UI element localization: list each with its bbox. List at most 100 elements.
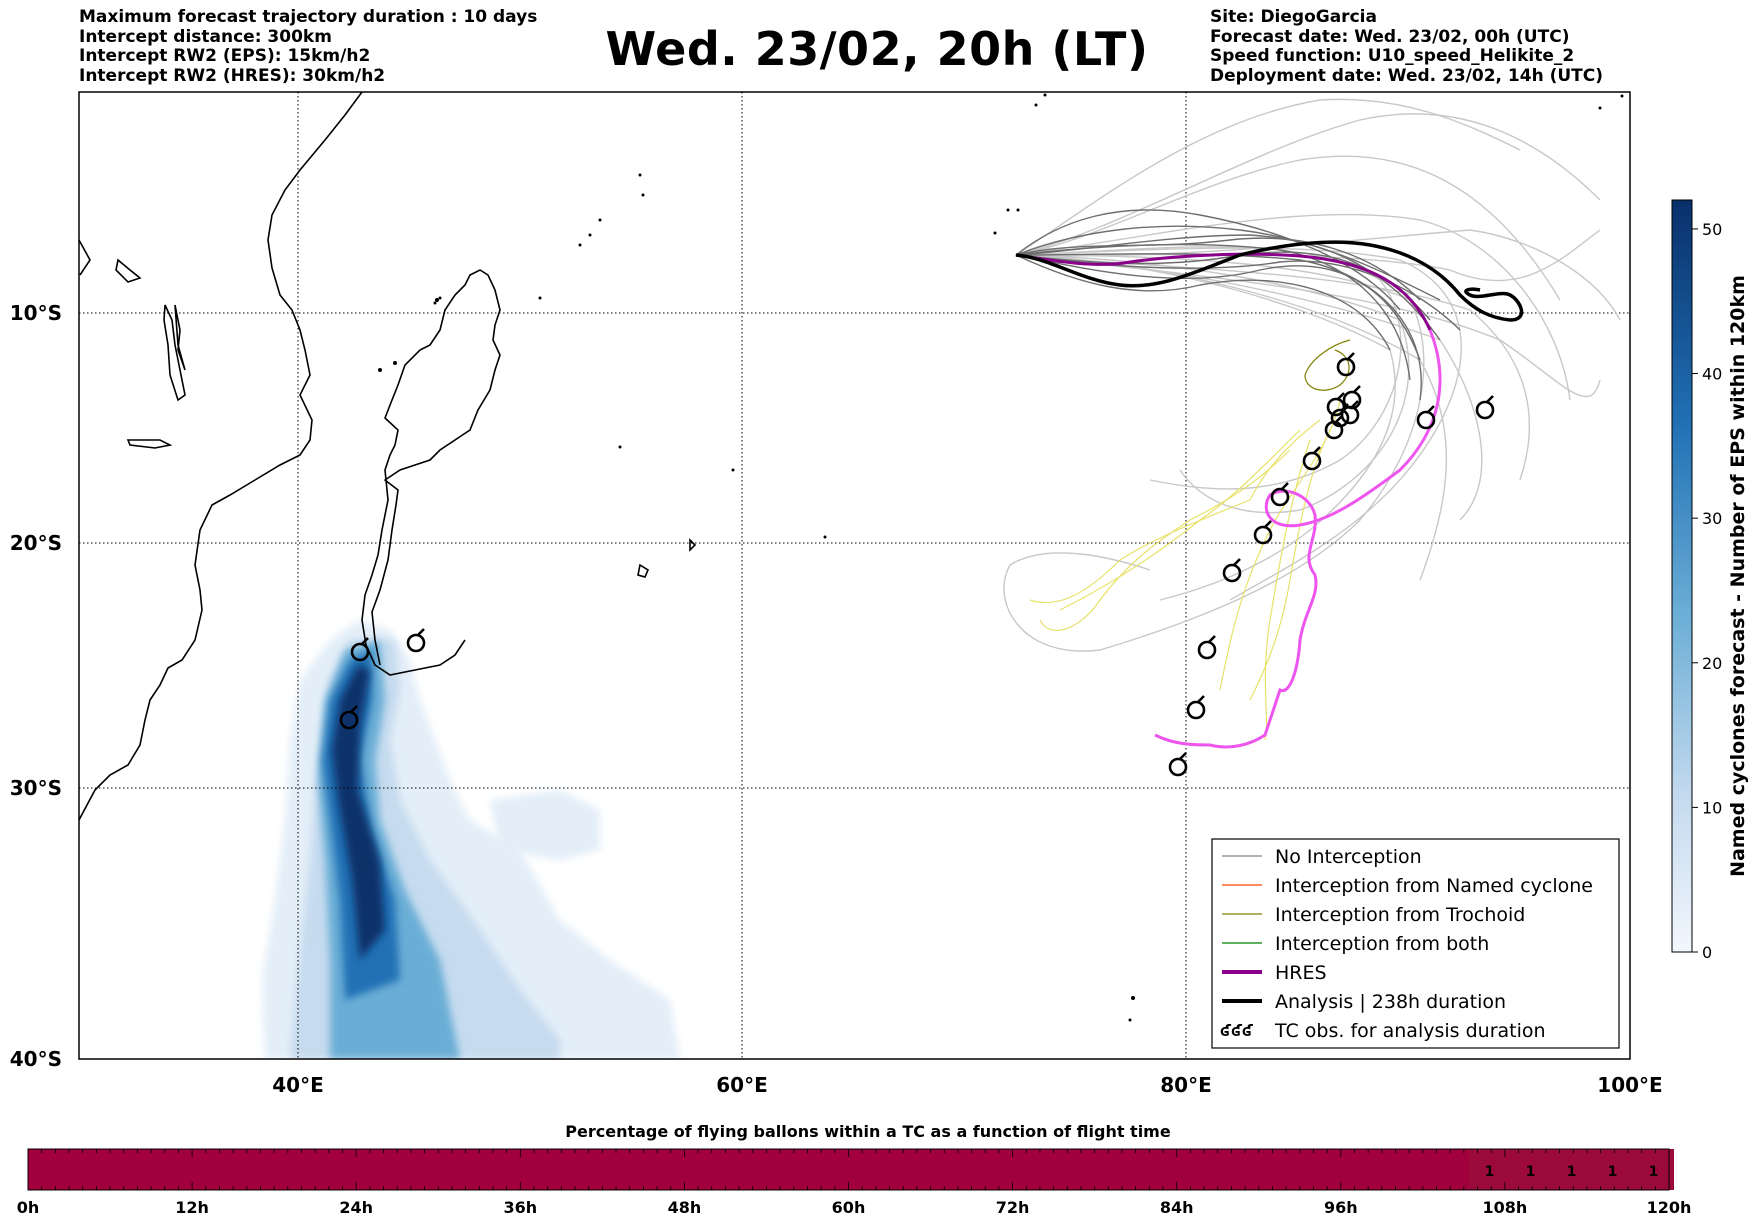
tc-observation-symbols (339, 352, 1495, 777)
colorbar-tick-label: 0 (1702, 943, 1712, 962)
header-info-right: Site: DiegoGarcia Forecast date: Wed. 23… (1210, 7, 1604, 86)
tc-observation-icon (1197, 635, 1217, 660)
header-right-line: Speed function: U10_speed_Helikite_2 (1210, 46, 1575, 66)
coastlines (79, 92, 697, 821)
tc-observation-icon (1416, 405, 1436, 430)
legend-item: No Interception (1222, 846, 1422, 868)
lake-malawi-south (126, 439, 173, 449)
lat-label: 40°S (10, 1047, 62, 1071)
legend-label: Analysis | 238h duration (1275, 991, 1506, 1013)
flight-time-label: 60h (832, 1198, 866, 1217)
legend-label: TC obs. for analysis duration (1274, 1020, 1546, 1042)
flight-time-label: 72h (996, 1198, 1030, 1217)
header-left-line: Intercept RW2 (EPS): 15km/h2 (79, 46, 371, 66)
flight-time-label: 108h (1483, 1198, 1528, 1217)
hres-trajectory-early (1015, 252, 1432, 331)
mauritius-island (637, 563, 650, 578)
legend-label: No Interception (1275, 846, 1422, 868)
tc-observation-icon (1324, 415, 1344, 440)
legend-label: Interception from both (1275, 933, 1489, 955)
flight-time-label: 24h (339, 1198, 373, 1217)
tc-observation-icon (1302, 446, 1322, 471)
tc-observation-icon (1270, 482, 1290, 507)
header-left-line: Maximum forecast trajectory duration : 1… (79, 7, 538, 27)
flight-time-cell: 1 (1510, 1149, 1551, 1190)
africa-coastline (79, 92, 363, 821)
lake-victoria (115, 258, 142, 283)
header-info-left: Maximum forecast trajectory duration : 1… (79, 7, 538, 86)
legend-item: Interception from Trochoid (1222, 904, 1525, 926)
flight-time-label: 120h (1647, 1198, 1692, 1217)
header-left-line: Intercept distance: 300km (79, 26, 332, 47)
tc-observation-icon (1222, 558, 1242, 583)
header-right-line: Site: DiegoGarcia (1210, 7, 1377, 27)
lon-label: 100°E (1597, 1073, 1662, 1097)
eps-trajectories-main-bundle (1015, 209, 1461, 401)
legend-item: ʛʛʛ TC obs. for analysis duration (1220, 1020, 1546, 1042)
colorbar-tick-label: 40 (1702, 365, 1722, 384)
lat-label: 20°S (10, 531, 62, 555)
flight-time-label: 12h (175, 1198, 209, 1217)
legend-item: Analysis | 238h duration (1222, 991, 1506, 1013)
tc-observation-icon (339, 705, 359, 730)
map-border (78, 91, 1631, 1060)
legend: No Interception Interception from Named c… (1211, 838, 1620, 1049)
tc-observation-icon (1475, 395, 1495, 420)
colorbar: 0 10 20 30 40 50 Named cyclones forecast - Nu… (1671, 199, 1749, 962)
tc-observation-icon (350, 637, 370, 662)
small-islands (378, 93, 1624, 1022)
tc-observation-icon (1340, 400, 1360, 425)
flight-time-label: 36h (503, 1198, 537, 1217)
longitude-labels: 40°E 60°E 80°E 100°E (272, 1073, 1662, 1097)
flight-time-cell: 1 (1551, 1149, 1592, 1190)
legend-symbol-icon: ʛʛʛ (1220, 1021, 1254, 1040)
legend-label: Interception from Named cyclone (1275, 875, 1593, 897)
flight-time-cell-value: 1 (1608, 1164, 1618, 1180)
colorbar-label: Named cyclones forecast - Number of EPS … (1727, 275, 1749, 877)
flight-time-label: 0h (17, 1198, 40, 1217)
colorbar-gradient (1671, 199, 1693, 953)
flight-time-cell: 1 (1469, 1149, 1510, 1190)
cyclone-density-shading (262, 620, 680, 1059)
tc-observation-icon (1168, 752, 1188, 777)
lat-label: 30°S (10, 776, 62, 800)
lat-label: 10°S (10, 301, 62, 325)
colorbar-tick-label: 30 (1702, 509, 1722, 528)
map-area: No Interception Interception from Named c… (79, 92, 1630, 1059)
zanzibar-coastline (174, 304, 186, 371)
map-title: Wed. 23/02, 20h (LT) (605, 22, 1149, 76)
colorbar-tick-label: 50 (1702, 220, 1722, 239)
legend-item: HRES (1222, 962, 1327, 984)
lon-label: 40°E (272, 1073, 324, 1097)
flight-time-bar-main (28, 1149, 1469, 1190)
flight-time-label: 96h (1324, 1198, 1358, 1217)
lon-label: 60°E (716, 1073, 768, 1097)
lon-label: 80°E (1160, 1073, 1212, 1097)
legend-label: HRES (1275, 962, 1327, 984)
flight-time-cell: 1 (1633, 1149, 1674, 1190)
tc-observation-icon (406, 628, 426, 653)
header-right-line: Deployment date: Wed. 23/02, 14h (UTC) (1210, 65, 1604, 86)
flight-time-cell-value: 1 (1526, 1164, 1536, 1180)
madagascar-coastline (361, 269, 501, 676)
flight-time-cell-value: 1 (1567, 1164, 1577, 1180)
flight-time-cell: 1 (1592, 1149, 1633, 1190)
trochoid-interception-trajectories (1304, 339, 1351, 391)
tc-observation-icon (1336, 352, 1356, 377)
tc-observation-icon (1186, 695, 1206, 720)
header-right-line: Forecast date: Wed. 23/02, 00h (UTC) (1210, 26, 1570, 47)
flight-time-cell-value: 1 (1485, 1164, 1495, 1180)
flight-time-bar-title: Percentage of flying ballons within a TC… (565, 1122, 1171, 1141)
flight-time-label: 84h (1160, 1198, 1194, 1217)
lake-malawi (163, 304, 186, 402)
header-left-line: Intercept RW2 (HRES): 30km/h2 (79, 65, 386, 86)
reunion-island (689, 538, 697, 552)
legend-item: Interception from Named cyclone (1222, 875, 1593, 897)
legend-item: Interception from both (1222, 933, 1489, 955)
analysis-trajectory (1015, 240, 1524, 322)
hres-trajectory-late (1154, 329, 1442, 749)
lake-tanganyika (79, 239, 91, 276)
flight-time-label: 48h (668, 1198, 702, 1217)
flight-time-cell-value: 1 (1649, 1164, 1659, 1180)
latitude-labels: 10°S 20°S 30°S 40°S (10, 301, 62, 1071)
